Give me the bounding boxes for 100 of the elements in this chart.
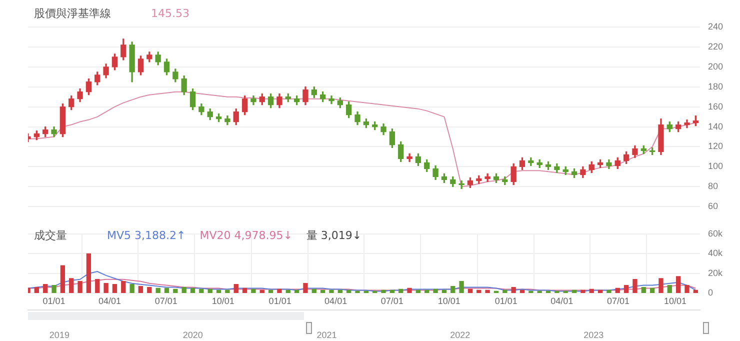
x-tick-label: 07/01 xyxy=(154,296,178,306)
y-tick-label: 160 xyxy=(708,101,724,112)
bar xyxy=(78,281,82,294)
bar xyxy=(433,288,438,294)
bar xyxy=(589,288,594,294)
bar xyxy=(693,290,698,294)
x-tick-label: 10/01 xyxy=(664,296,686,306)
y-tick-label: 120 xyxy=(708,141,724,152)
y-tick-label: 60k xyxy=(708,228,724,238)
bar xyxy=(338,290,342,294)
bar xyxy=(416,290,421,294)
bar xyxy=(502,290,508,294)
bar xyxy=(112,284,118,294)
bar xyxy=(632,279,638,294)
bar xyxy=(251,288,256,294)
bar xyxy=(329,290,334,294)
bar xyxy=(147,286,152,294)
x-tick-label: 07/01 xyxy=(380,296,404,306)
bar xyxy=(615,288,620,294)
bar xyxy=(424,290,430,294)
bar xyxy=(208,288,212,294)
bar xyxy=(130,284,134,294)
y-tick-label: 140 xyxy=(708,121,724,132)
bar xyxy=(442,290,447,294)
x-tick-label: 07/01 xyxy=(606,296,630,306)
bar xyxy=(303,283,308,294)
x-tick-label: 04/01 xyxy=(98,296,122,306)
bar xyxy=(398,288,404,294)
y-tick-label: 100 xyxy=(708,161,724,172)
y-tick-label: 200 xyxy=(708,61,724,72)
bar xyxy=(468,288,473,294)
y-tick-label: 20k xyxy=(708,268,724,278)
bar xyxy=(641,286,646,294)
bar xyxy=(546,290,551,294)
bar xyxy=(355,290,360,294)
bar xyxy=(580,290,586,294)
y-tick-label: 60 xyxy=(708,201,718,212)
bar xyxy=(476,290,482,294)
annotation: 量 3,019↓ xyxy=(306,229,362,242)
annotation: MV20 4,978.95↓ xyxy=(200,229,292,242)
bar xyxy=(190,288,196,294)
bar xyxy=(104,283,108,294)
bar xyxy=(173,288,178,294)
bar xyxy=(528,290,534,294)
bar xyxy=(537,290,542,294)
bar xyxy=(60,265,66,294)
bar xyxy=(598,290,603,294)
bar xyxy=(86,253,92,294)
bar xyxy=(156,288,160,294)
annotation: MV5 3,188.2↑ xyxy=(107,229,186,242)
bar xyxy=(450,286,456,294)
bar xyxy=(225,290,230,294)
chart-title: 成交量 xyxy=(34,229,67,242)
bar xyxy=(650,288,655,294)
bar xyxy=(667,284,672,294)
x-tick-label: 04/01 xyxy=(324,296,348,306)
bar xyxy=(182,286,186,294)
bar xyxy=(372,290,378,294)
bar xyxy=(494,290,499,294)
bar xyxy=(260,290,264,294)
bar xyxy=(199,288,204,294)
bar xyxy=(312,288,316,294)
bar xyxy=(242,288,248,294)
y-tick-label: 0 xyxy=(708,288,714,298)
bar xyxy=(138,286,144,294)
bar xyxy=(43,284,48,294)
bar xyxy=(346,290,352,294)
text: 145.53 xyxy=(151,7,190,20)
bar xyxy=(69,278,74,294)
bar xyxy=(216,290,222,294)
bar xyxy=(294,290,300,294)
bar xyxy=(277,288,282,294)
bar xyxy=(164,288,170,294)
x2-tick-label: 2023 xyxy=(584,330,604,340)
bar xyxy=(511,286,516,294)
bar xyxy=(286,290,290,294)
bar xyxy=(658,278,664,294)
x2-tick-label: 2020 xyxy=(182,330,203,340)
bar xyxy=(95,279,100,294)
x-tick-label: 10/01 xyxy=(438,296,460,306)
y-tick-label: 40k xyxy=(708,248,724,258)
bar xyxy=(234,284,238,294)
x-tick-label: 01/01 xyxy=(42,296,66,306)
bar xyxy=(684,284,690,294)
y-tick-label: 220 xyxy=(708,41,724,52)
bar xyxy=(520,290,525,294)
bar xyxy=(52,284,56,294)
y-tick-label: 180 xyxy=(708,81,724,92)
bar xyxy=(485,290,490,294)
x2-tick-label: 2019 xyxy=(49,330,70,340)
x2-tick-label: 2022 xyxy=(450,330,470,340)
bar xyxy=(606,290,612,294)
bar xyxy=(563,290,568,294)
y-tick-label: 80 xyxy=(708,181,718,192)
bar xyxy=(390,290,395,294)
bar xyxy=(624,284,629,294)
x-tick-label: 04/01 xyxy=(550,296,574,306)
bar xyxy=(459,281,464,294)
x-tick-label: 01/01 xyxy=(494,296,518,306)
bar xyxy=(572,290,577,294)
